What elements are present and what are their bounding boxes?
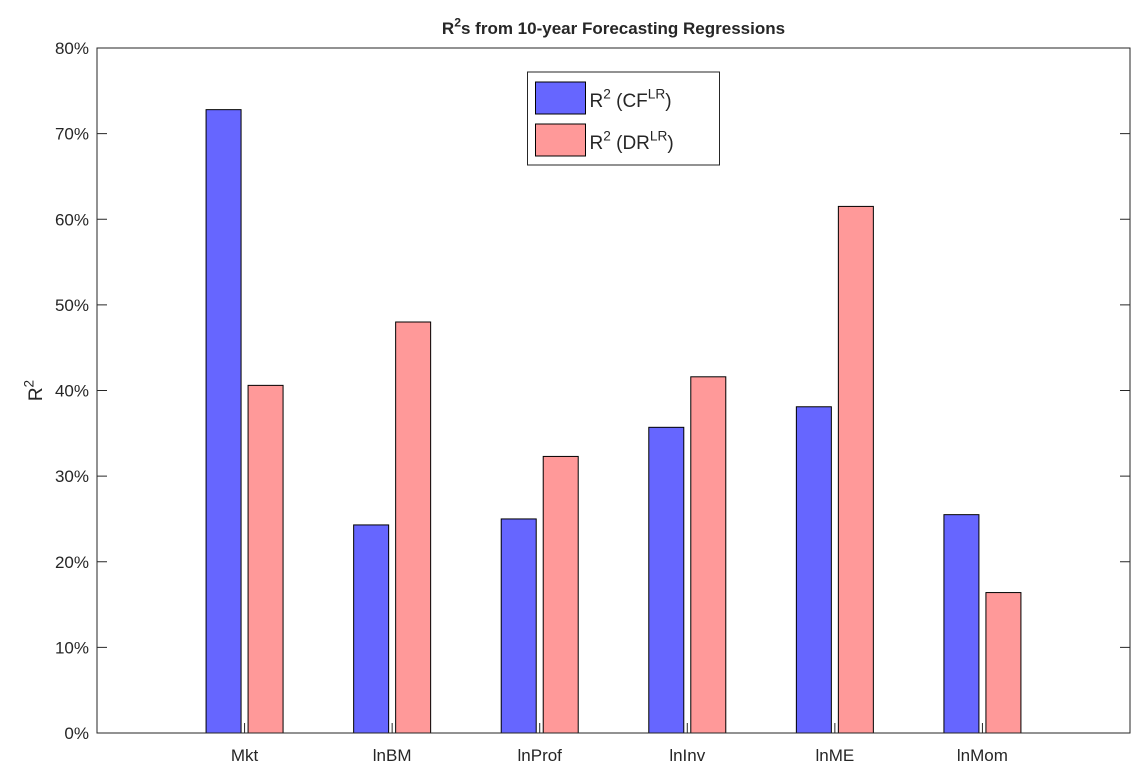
bar — [837, 205, 874, 734]
bar — [247, 384, 284, 734]
bar — [542, 455, 579, 734]
text-part: LR — [648, 86, 666, 101]
x-tick-label: lnInv — [669, 746, 705, 765]
bar — [795, 406, 832, 734]
text-part: (DR — [611, 133, 650, 154]
text-part: R — [590, 133, 604, 154]
text-part: R — [26, 387, 47, 401]
legend-swatch — [535, 81, 586, 115]
text-part: 2 — [603, 86, 611, 101]
legend-swatch — [535, 123, 586, 157]
text-part: ) — [665, 91, 671, 112]
bar — [648, 426, 685, 734]
text-part: ) — [667, 133, 673, 154]
y-tick-label: 50% — [55, 296, 89, 315]
x-tick-label: lnBM — [373, 746, 412, 765]
y-tick-label: 70% — [55, 125, 89, 144]
x-tick-label: lnMom — [957, 746, 1008, 765]
bar — [395, 321, 432, 734]
bar — [943, 514, 980, 734]
y-tick-label: 80% — [55, 39, 89, 58]
y-tick-label: 40% — [55, 382, 89, 401]
x-tick-label: lnProf — [518, 746, 563, 765]
bar — [500, 518, 537, 734]
chart-title: R2s from 10-year Forecasting Regressions — [442, 15, 785, 38]
text-part: R — [590, 91, 604, 112]
y-tick-label: 0% — [64, 724, 89, 743]
plot-frame — [96, 47, 1131, 734]
text-part: 2 — [21, 380, 36, 388]
x-tick-label: Mkt — [231, 746, 259, 765]
legend-label: R2 (CFLR) — [590, 86, 672, 112]
y-tick-label: 20% — [55, 553, 89, 572]
text-part: s from 10-year Forecasting Regressions — [461, 19, 785, 38]
y-tick-label: 30% — [55, 467, 89, 486]
text-part: R — [442, 19, 454, 38]
bar — [205, 109, 242, 734]
text-part: 2 — [603, 128, 611, 143]
legend-label: R2 (DRLR) — [590, 128, 674, 154]
y-axis-label: R2 — [21, 380, 47, 401]
bar — [690, 376, 727, 734]
y-tick-label: 10% — [55, 638, 89, 657]
bar — [985, 592, 1022, 734]
text-part: 2 — [454, 15, 461, 29]
text-part: LR — [650, 128, 668, 143]
bar — [353, 524, 390, 734]
text-part: (CF — [611, 91, 648, 112]
y-tick-label: 60% — [55, 210, 89, 229]
x-tick-label: lnME — [815, 746, 854, 765]
